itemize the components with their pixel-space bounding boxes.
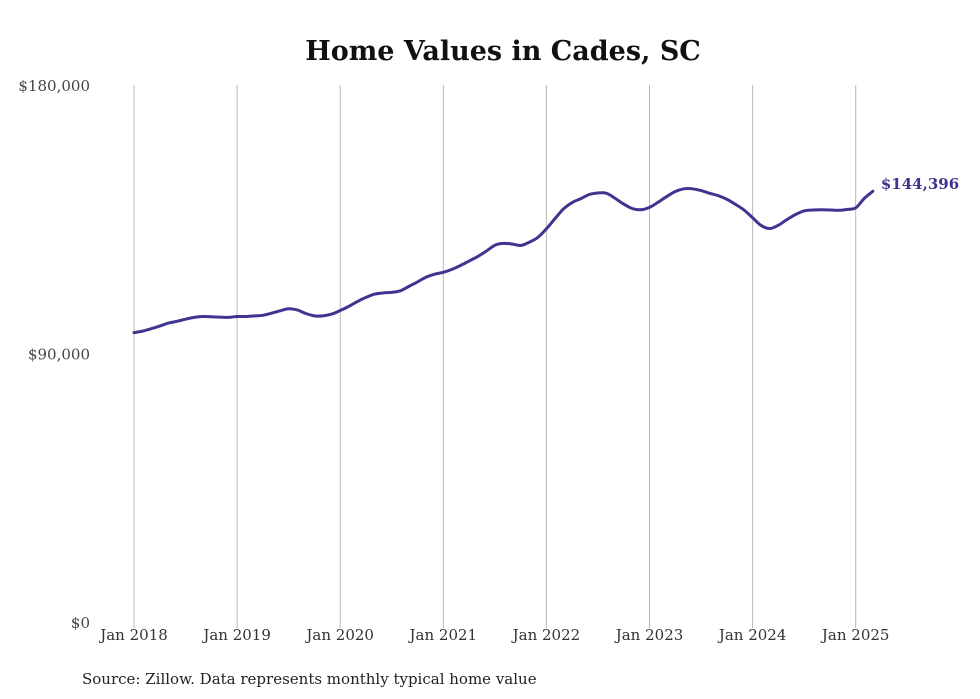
home-value-series-line <box>132 187 875 335</box>
x-tick-label: Jan 2020 <box>304 626 374 644</box>
y-axis: $0 $90,000 $180,000 <box>18 77 90 632</box>
x-tick-label: Jan 2024 <box>717 626 787 644</box>
vertical-gridlines <box>133 85 857 628</box>
y-tick-label: $90,000 <box>28 346 90 364</box>
y-tick-label: $180,000 <box>18 77 90 95</box>
x-axis: Jan 2018 Jan 2019 Jan 2020 Jan 2021 Jan 2022… <box>98 626 889 644</box>
x-tick-label: Jan 2022 <box>511 626 581 644</box>
x-tick-label: Jan 2021 <box>408 626 478 644</box>
x-tick-label: Jan 2023 <box>614 626 684 644</box>
y-tick-label: $0 <box>71 614 90 632</box>
latest-value-label: $144,396 <box>881 175 959 193</box>
x-tick-label: Jan 2019 <box>201 626 271 644</box>
x-tick-label: Jan 2025 <box>820 626 890 644</box>
series-layer <box>132 187 875 335</box>
chart-title: Home Values in Cades, SC <box>305 36 701 67</box>
x-tick-label: Jan 2018 <box>98 626 168 644</box>
source-note: Source: Zillow. Data represents monthly … <box>82 670 537 688</box>
